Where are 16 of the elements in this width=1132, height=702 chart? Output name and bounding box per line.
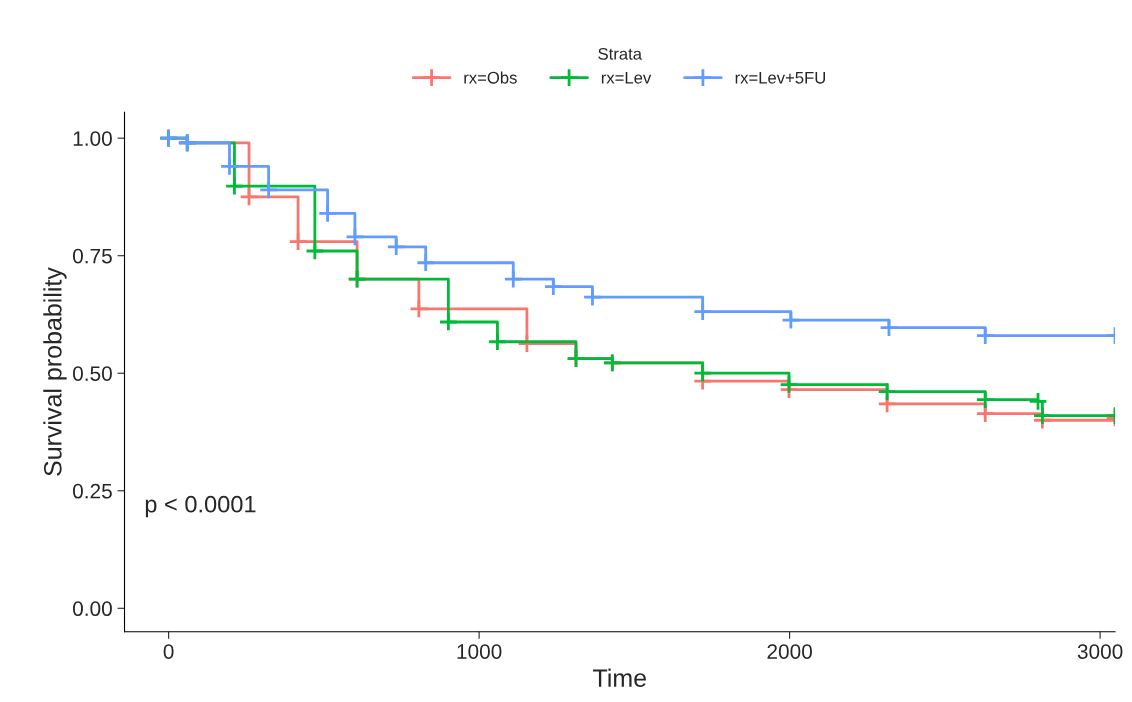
x-axis-title: Time bbox=[593, 668, 646, 687]
legend-title: Strata bbox=[598, 47, 642, 60]
y-tick-label: 1.00 bbox=[73, 131, 112, 146]
y-tick-label: 0.00 bbox=[72, 601, 112, 617]
x-tick-label: 0 bbox=[163, 644, 174, 659]
y-tick-label: 0.25 bbox=[72, 483, 112, 499]
y-tick-label: 0.75 bbox=[72, 248, 112, 264]
annotation: p < 0.0001 bbox=[145, 495, 256, 518]
legend-label: rx=Lev+5FU bbox=[735, 72, 826, 84]
x-tick-label: 2000 bbox=[767, 644, 812, 659]
x-tick-label: 3000 bbox=[1077, 644, 1123, 659]
legend-label: rx=Obs bbox=[464, 71, 517, 84]
y-tick-label: 0.50 bbox=[72, 366, 112, 381]
x-tick-label: 1000 bbox=[457, 644, 502, 659]
legend-label: rx=Lev bbox=[601, 72, 652, 84]
y-axis-title: Survival probability bbox=[43, 267, 67, 476]
